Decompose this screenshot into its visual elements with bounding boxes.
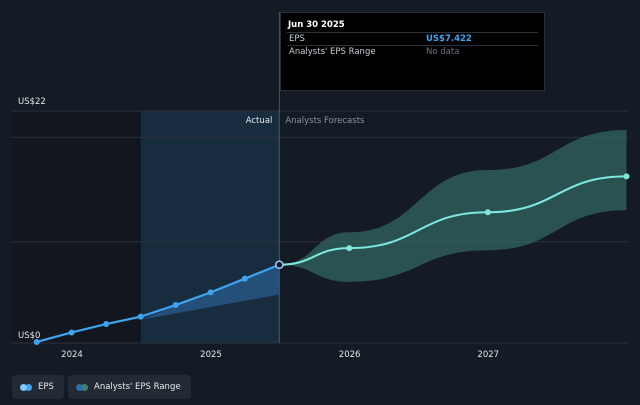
data-points <box>33 173 630 345</box>
tooltip-value: No data <box>426 47 460 57</box>
tooltip-value: US$7.422 <box>426 34 472 44</box>
y-tick-label-top: US$22 <box>18 97 46 107</box>
eps-point <box>137 313 144 320</box>
tooltip-row-eps: EPS US$7.422 <box>287 32 538 46</box>
x-tick-label: 2024 <box>61 350 83 360</box>
eps-point <box>207 289 214 296</box>
eps-point <box>172 302 179 309</box>
tooltip-row-range: Analysts' EPS Range No data <box>287 45 538 59</box>
tooltip-label: Analysts' EPS Range <box>289 47 376 57</box>
tooltip-date: Jun 30 2025 <box>288 20 345 30</box>
forecast-eps-line <box>279 175 627 266</box>
eps-point <box>103 321 110 328</box>
eps-point <box>33 338 40 345</box>
tooltip: Jun 30 2025 EPS US$7.422 Analysts' EPS R… <box>280 12 545 91</box>
tooltip-label: EPS <box>289 34 305 44</box>
x-tick-label: 2027 <box>477 350 499 360</box>
x-tick-label: 2026 <box>339 350 361 360</box>
eps-legend-icon <box>20 383 32 391</box>
forecast-point <box>623 173 630 180</box>
legend-label: EPS <box>38 382 54 392</box>
x-tick-label: 2025 <box>200 350 222 360</box>
legend-item-eps[interactable]: EPS <box>12 375 64 399</box>
eps-point <box>68 329 75 336</box>
analysts-eps-range-band <box>279 129 627 282</box>
x-axis: 2024 2025 2026 2027 <box>61 350 499 360</box>
actual-period-highlight <box>140 111 280 343</box>
forecast-point <box>484 209 491 216</box>
eps-point <box>275 260 284 270</box>
eps-line <box>36 263 280 344</box>
past-background <box>12 111 141 343</box>
legend-item-range[interactable]: Analysts' EPS Range <box>68 375 191 399</box>
legend-label: Analysts' EPS Range <box>94 382 181 392</box>
actual-label: Actual <box>246 116 273 126</box>
y-tick-label-bottom: US$0 <box>18 331 40 341</box>
eps-point <box>241 275 248 282</box>
forecast-point <box>346 245 353 252</box>
forecasts-label: Analysts Forecasts <box>285 116 365 126</box>
range-legend-icon <box>76 383 88 391</box>
